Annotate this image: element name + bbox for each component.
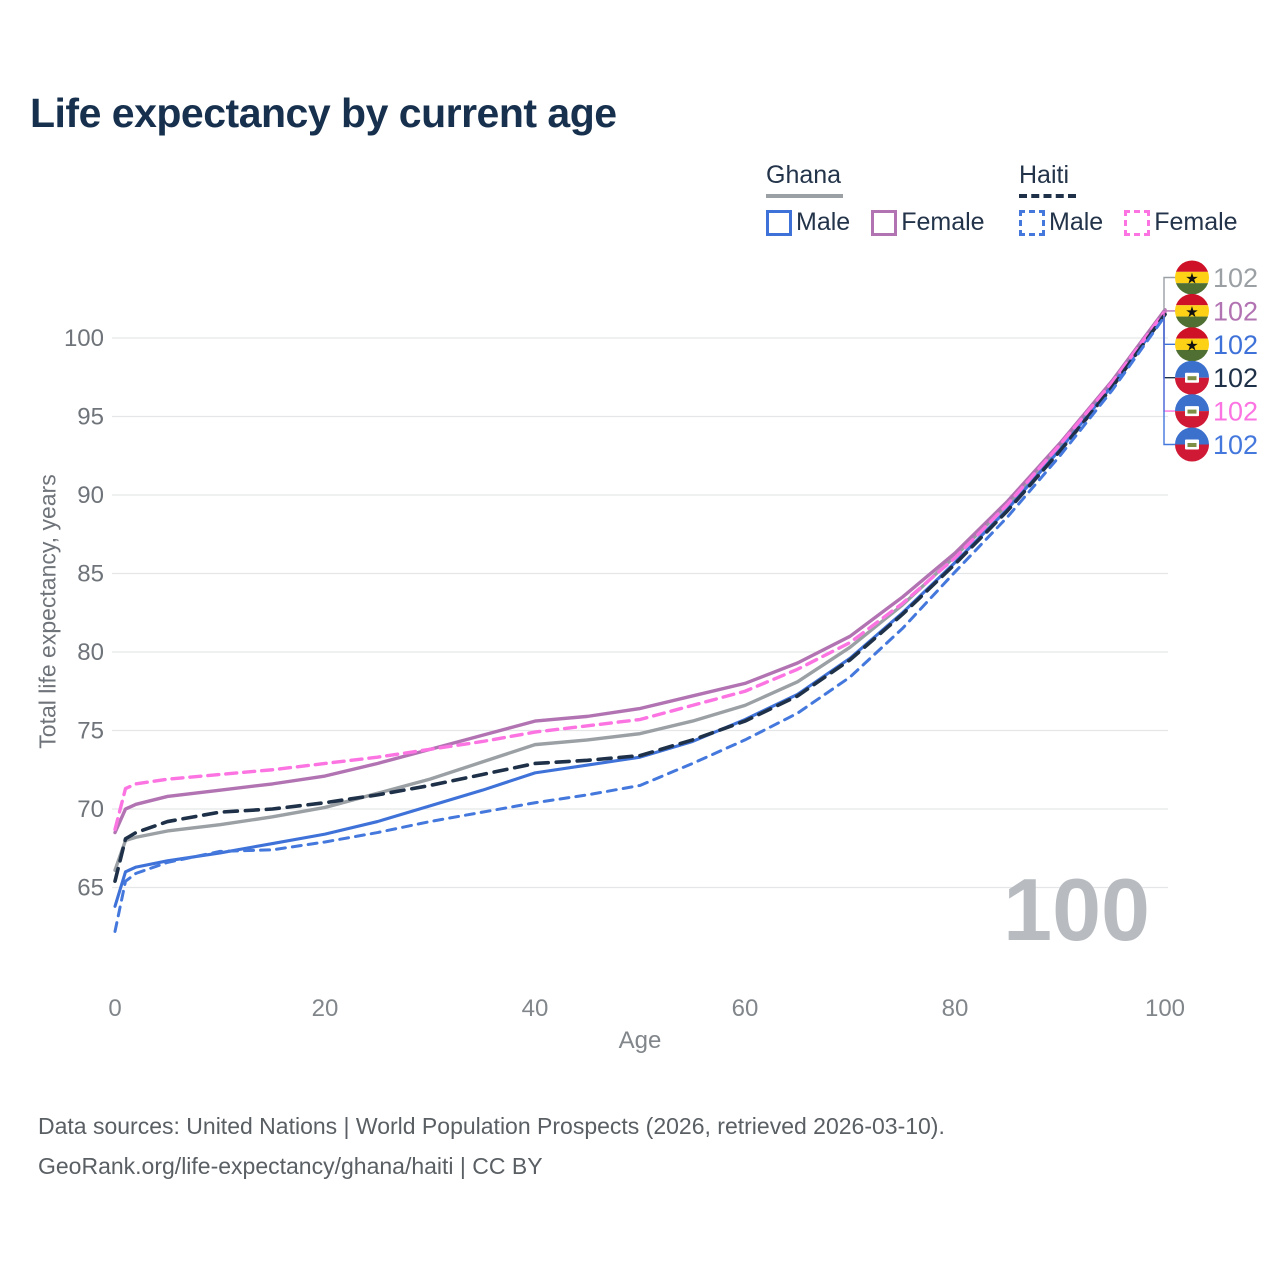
legend-item-ghana-male[interactable]: Male [766, 208, 850, 237]
series-line-haiti-female[interactable] [113, 309, 1167, 832]
footer: Data sources: United Nations | World Pop… [38, 1106, 945, 1186]
legend-ghana-male-label: Male [796, 208, 851, 236]
y-tick-label-80: 80 [77, 639, 104, 666]
x-tick-label-100: 100 [1145, 995, 1185, 1022]
ghana-flag-icon: ★ [1175, 293, 1209, 328]
x-tick-label-60: 60 [732, 995, 759, 1022]
legend-ghana-line-sample [766, 194, 843, 198]
y-tick-label-75: 75 [77, 718, 104, 745]
leader-line-ghana-female [1163, 309, 1175, 312]
ghana-male-swatch [766, 209, 792, 236]
legend-haiti-label[interactable]: Haiti [1019, 161, 1070, 189]
leader-line-haiti-male [1163, 316, 1175, 446]
haiti-flag-icon [1175, 360, 1209, 395]
haiti-flag-icon [1175, 394, 1209, 429]
axis-labels: 65 70 75 80 85 90 95 100 0 20 40 60 80 100 [64, 325, 1185, 1022]
y-axis-title: Total life expectancy, years [34, 474, 61, 749]
footer-sources: Data sources: United Nations | World Pop… [38, 1113, 945, 1139]
ghana-flag-icon: ★ [1175, 260, 1209, 295]
legend-haiti-line-sample [1019, 194, 1076, 198]
legend-haiti-male-label: Male [1049, 208, 1104, 236]
legend-group-ghana: Ghana Male Female [766, 161, 1006, 237]
y-tick-label-90: 90 [77, 482, 104, 509]
legend-group-haiti: Haiti Male Female [1019, 161, 1259, 237]
legend-ghana-female-label: Female [901, 208, 985, 236]
y-tick-label-70: 70 [77, 796, 104, 823]
ghana-female-swatch [871, 209, 898, 236]
haiti-male-swatch [1019, 209, 1045, 236]
legend-haiti-female-label: Female [1154, 208, 1238, 236]
svg-text:★: ★ [1185, 304, 1198, 321]
series-line-ghana-female[interactable] [113, 308, 1167, 835]
y-tick-label-100: 100 [64, 325, 104, 352]
age-watermark: 100 [1003, 860, 1150, 959]
end-value-label-haiti-female[interactable]: 102 [1213, 397, 1258, 427]
y-tick-label-65: 65 [77, 875, 104, 902]
leader-line-haiti-female [1163, 311, 1175, 412]
x-tick-label-20: 20 [312, 995, 339, 1022]
end-value-label-haiti-male[interactable]: 102 [1213, 430, 1258, 460]
leader-line-ghana-male [1163, 314, 1175, 345]
y-tick-label-95: 95 [77, 404, 104, 431]
svg-text:★: ★ [1185, 337, 1198, 354]
series-line-haiti[interactable] [113, 312, 1167, 884]
haiti-flag-icon [1175, 427, 1209, 462]
end-value-label-haiti[interactable]: 102 [1213, 363, 1258, 393]
x-tick-label-80: 80 [942, 995, 969, 1022]
legend-ghana-label[interactable]: Ghana [766, 161, 842, 189]
x-tick-label-0: 0 [108, 995, 121, 1022]
end-value-label-ghana[interactable]: 102 [1213, 263, 1258, 293]
ghana-flag-icon: ★ [1175, 327, 1209, 362]
series-line-haiti-male[interactable] [113, 314, 1167, 933]
end-value-label-ghana-female[interactable]: 102 [1213, 296, 1258, 326]
svg-text:★: ★ [1185, 271, 1198, 288]
footer-attribution: GeoRank.org/life-expectancy/ghana/haiti … [38, 1153, 543, 1179]
legend-item-haiti-male[interactable]: Male [1019, 208, 1103, 237]
y-tick-label-85: 85 [77, 561, 104, 588]
legend-item-ghana-female[interactable]: Female [871, 208, 985, 237]
x-tick-label-40: 40 [522, 995, 549, 1022]
gridlines [112, 337, 1168, 889]
end-value-label-ghana-male[interactable]: 102 [1213, 330, 1258, 360]
leader-line-ghana [1163, 276, 1175, 313]
haiti-female-swatch [1124, 209, 1151, 236]
legend-item-haiti-female[interactable]: Female [1124, 208, 1238, 237]
x-axis-title: Age [619, 1027, 662, 1054]
leader-line-haiti [1163, 314, 1175, 379]
series-lines [113, 308, 1167, 933]
page-title: Life expectancy by current age [30, 90, 617, 136]
